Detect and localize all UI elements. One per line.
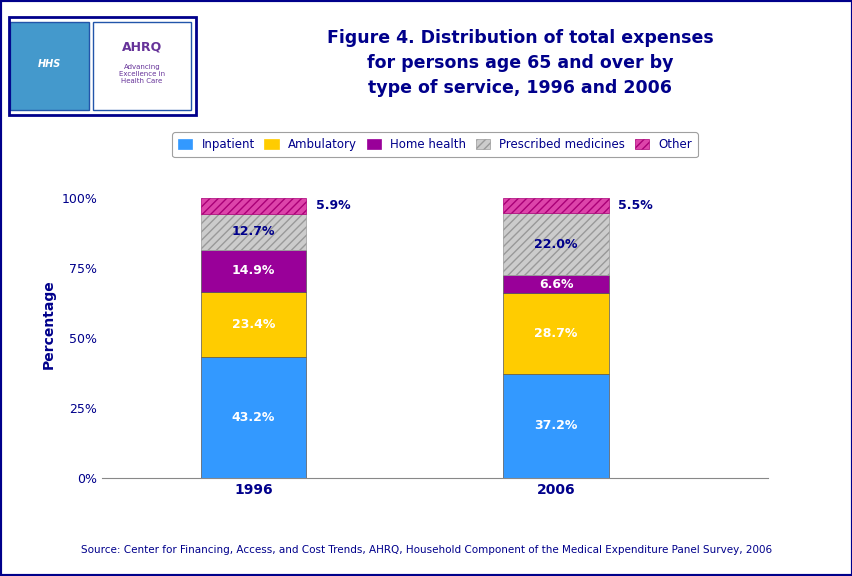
Text: 28.7%: 28.7%	[533, 327, 577, 340]
Text: 14.9%: 14.9%	[232, 264, 275, 277]
Text: 43.2%: 43.2%	[232, 411, 275, 424]
Bar	[503, 293, 608, 374]
Text: 12.7%: 12.7%	[232, 225, 275, 238]
Text: Figure 4. Distribution of total expenses
for persons age 65 and over by
type of : Figure 4. Distribution of total expenses…	[326, 29, 713, 97]
Bar	[503, 198, 608, 213]
Text: 5.5%: 5.5%	[617, 199, 652, 212]
Bar	[503, 374, 608, 478]
Bar	[200, 357, 306, 478]
Text: 37.2%: 37.2%	[533, 419, 577, 433]
Bar	[503, 213, 608, 275]
Text: Advancing
Excellence in
Health Care: Advancing Excellence in Health Care	[118, 64, 164, 84]
Bar	[200, 291, 306, 357]
Bar	[503, 275, 608, 293]
Text: 23.4%: 23.4%	[232, 318, 275, 331]
Text: HHS: HHS	[38, 59, 61, 69]
FancyBboxPatch shape	[93, 22, 190, 111]
Text: 5.9%: 5.9%	[315, 199, 350, 213]
Bar	[200, 198, 306, 214]
Text: 22.0%: 22.0%	[533, 238, 577, 251]
Text: 6.6%: 6.6%	[538, 278, 573, 291]
Text: Source: Center for Financing, Access, and Cost Trends, AHRQ, Household Component: Source: Center for Financing, Access, an…	[81, 545, 771, 555]
Bar	[200, 214, 306, 250]
Bar	[200, 250, 306, 291]
FancyBboxPatch shape	[10, 22, 89, 111]
Y-axis label: Percentage: Percentage	[42, 279, 56, 369]
Legend: Inpatient, Ambulatory, Home health, Prescribed medicines, Other: Inpatient, Ambulatory, Home health, Pres…	[172, 132, 697, 157]
Text: AHRQ: AHRQ	[122, 40, 162, 53]
